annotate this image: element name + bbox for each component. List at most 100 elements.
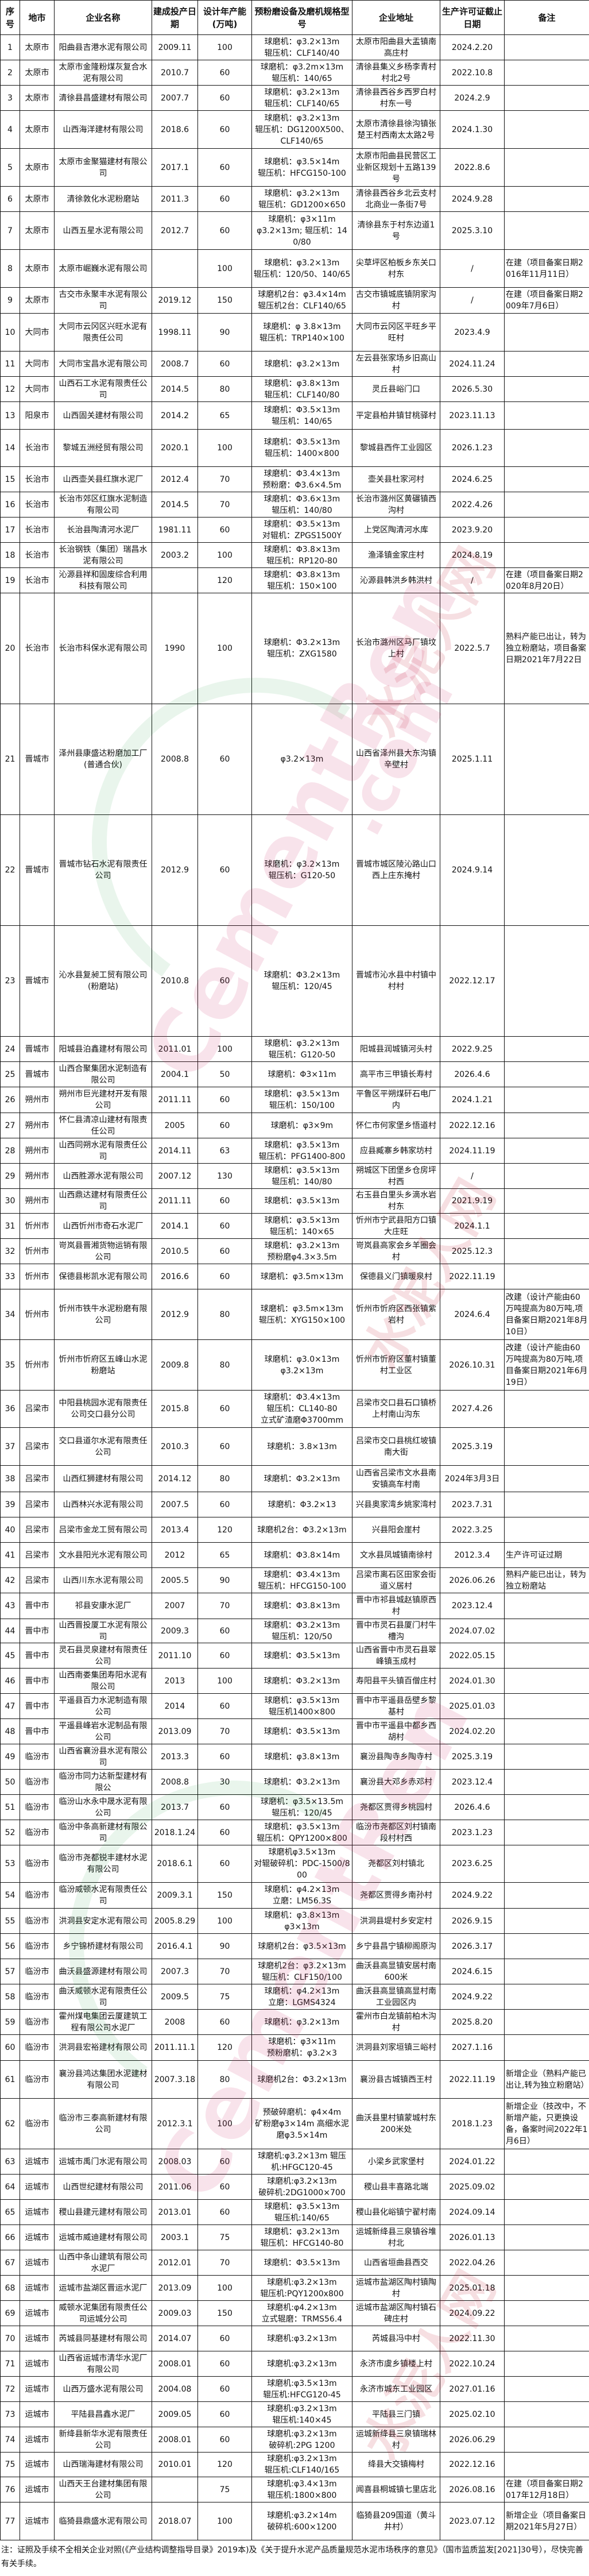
table-row: 74 运城市 新绛县新华水泥有限责任公司 2008.01 60 球磨机:φ3.2×13m … bbox=[0, 2427, 589, 2453]
seq-cell: 21 bbox=[0, 704, 20, 815]
table-row: 77 运城市 临猗县鼎盛水泥有限公司 2018.07 100 球磨机:φ3.2×14m 破… bbox=[0, 2502, 589, 2540]
city-cell: 大同市 bbox=[20, 313, 55, 352]
commission-date-cell: 2007.3 bbox=[152, 1959, 198, 1984]
commission-date-cell: 2007.3.18 bbox=[152, 2060, 198, 2099]
license-expiry-cell: 2024.1.21 bbox=[440, 1087, 505, 1113]
city-cell: 临汾市 bbox=[20, 1845, 55, 1883]
license-expiry-cell: 2025.12.3 bbox=[440, 1238, 505, 1264]
capacity-cell: 60 bbox=[197, 1087, 252, 1113]
table-row: 7 太原市 山西五星水泥有限公司 2012.7 60 球磨机：φ3×11m φ3.2×13… bbox=[0, 211, 589, 250]
table-row: 16 长治市 长治市郊区红旗水泥制造有限公司 2014.5 70 球磨机：Φ3.6×13m… bbox=[0, 492, 589, 517]
city-cell: 长治市 bbox=[20, 567, 55, 593]
address-cell: 晋中市平遥县岳壁乡黎基村 bbox=[352, 1693, 440, 1719]
commission-date-cell: 2018.6 bbox=[152, 110, 198, 149]
company-name-cell: 新绛县新华水泥有限责任公司 bbox=[54, 2427, 152, 2453]
address-cell: 沁源县韩洪乡韩洪村 bbox=[352, 567, 440, 593]
table-row: 2 太原市 太原市金隆粉煤灰复合水泥有限公司 2010.7 60 球磨机：φ3.2m×13… bbox=[0, 60, 589, 86]
equipment-cell: 球磨机：φ3.5×14m 辊压机：HFCG150-100 bbox=[251, 148, 352, 187]
seq-cell: 27 bbox=[0, 1113, 20, 1138]
company-name-cell: 山西省运城市清华水泥厂有限公司 bbox=[54, 2351, 152, 2377]
city-cell: 吕梁市 bbox=[20, 1492, 55, 1517]
equipment-cell: 球磨机:φ3.2×13m 辊压机:140×45 bbox=[251, 2401, 352, 2427]
commission-date-cell: 1990 bbox=[152, 593, 198, 704]
commission-date-cell: 2018.6.1 bbox=[152, 1845, 198, 1883]
city-cell: 晋中市 bbox=[20, 1619, 55, 1643]
column-header-address: 企业地址 bbox=[352, 0, 440, 35]
table-row: 60 临汾市 洪洞县宏裕建材有限公司 2011.11.1 120 球磨机：φ3×11m 预… bbox=[0, 2034, 589, 2061]
seq-cell: 60 bbox=[0, 2034, 20, 2061]
equipment-cell: 球磨机：φ3.5×13.5m 辊压机：120/45 bbox=[251, 1794, 352, 1820]
city-cell: 长治市 bbox=[20, 542, 55, 568]
remark-cell bbox=[504, 1619, 589, 1643]
commission-date-cell: 2009.03 bbox=[152, 2300, 198, 2326]
license-expiry-cell: 2024.1.1 bbox=[440, 1213, 505, 1239]
license-expiry-cell: 2026.4.6 bbox=[440, 1061, 505, 1087]
remark-cell: 新增企业（熟料产能已出让,转为独立粉磨站） bbox=[504, 2060, 589, 2099]
company-name-cell: 洪洞县安定水泥有限公司 bbox=[54, 1908, 152, 1934]
remark-cell bbox=[504, 1845, 589, 1883]
remark-cell bbox=[504, 1188, 589, 1214]
city-cell: 朔州市 bbox=[20, 1113, 55, 1138]
license-expiry-cell: 2026.06.29 bbox=[440, 2427, 505, 2453]
equipment-cell: 球磨机：φ4.2×13m 立磨：LM56.3S bbox=[251, 1882, 352, 1909]
commission-date-cell: 2009.3 bbox=[152, 1619, 198, 1643]
commission-date-cell: 2010.5 bbox=[152, 1238, 198, 1264]
seq-cell: 40 bbox=[0, 1517, 20, 1543]
seq-cell: 77 bbox=[0, 2502, 20, 2540]
seq-cell: 64 bbox=[0, 2174, 20, 2200]
equipment-cell: 球磨机：φ3.2×13m bbox=[251, 2009, 352, 2035]
remark-cell bbox=[504, 2174, 589, 2200]
capacity-cell: 30 bbox=[197, 1769, 252, 1795]
license-expiry-cell: 2022.12.16 bbox=[440, 1113, 505, 1138]
address-cell: 霍州市白龙镇前柏木沟村 bbox=[352, 2009, 440, 2035]
table-row: 76 运城市 山西天王台建材集团有限公司 75 球磨机:φ3.4×13m 辊压机:180… bbox=[0, 2477, 589, 2502]
license-expiry-cell: 2024.01.30 bbox=[440, 1668, 505, 1694]
company-name-cell: 平遥县峰岩水泥制品有限公司 bbox=[54, 1718, 152, 1744]
license-expiry-cell: 2024.8.19 bbox=[440, 542, 505, 568]
license-expiry-cell: 2027.4.26 bbox=[440, 1390, 505, 1428]
remark-cell: 在建（项目备案日期2009年7月6日） bbox=[504, 287, 589, 314]
table-row: 12 大同市 山西石工水泥有限责任公司 2014.5 80 球磨机：φ3.8×13m 辊压… bbox=[0, 376, 589, 402]
capacity-cell: 70 bbox=[197, 1593, 252, 1619]
remark-cell bbox=[504, 814, 589, 926]
table-row: 50 临汾市 临汾市同力达新型建材有限公 2008.8 30 球磨机：Φ3.2×13m 襄汾… bbox=[0, 1769, 589, 1795]
table-row: 62 临汾市 临汾市三泰高新建材有限公司 2012.3.1 100 预破碎磨机：φ4×4m… bbox=[0, 2098, 589, 2149]
company-name-cell: 沁源县祥和固废综合利用科技有限公司 bbox=[54, 567, 152, 593]
remark-cell bbox=[504, 85, 589, 111]
capacity-cell: 60 bbox=[197, 211, 252, 250]
capacity-cell: 70 bbox=[197, 1718, 252, 1744]
capacity-cell: 60 bbox=[197, 60, 252, 86]
address-cell: 晋中市平遥县中都乡西胡村 bbox=[352, 1718, 440, 1744]
equipment-cell: 球磨机：φ3.2×13m 辊压机：G120-50 bbox=[251, 814, 352, 926]
commission-date-cell: 2013 bbox=[152, 1668, 198, 1694]
company-name-cell: 怀仁县清凉山建材有限责任公司 bbox=[54, 1113, 152, 1138]
equipment-cell: 球磨机：φ3.2×13m 辊压机：GD1200×650 bbox=[251, 186, 352, 212]
equipment-cell: 球磨机：Φ3.5×13m 辊压机：1400×800 bbox=[251, 429, 352, 467]
license-expiry-cell: 2022.12.16 bbox=[440, 2452, 505, 2477]
equipment-cell: 球磨机2台：φ3.5×13m bbox=[251, 1933, 352, 1959]
address-cell: 应县臧寨乡韩家坊村 bbox=[352, 1138, 440, 1164]
capacity-cell: 80 bbox=[197, 1465, 252, 1492]
table-row: 17 长治市 长治县陶清河水泥厂 1981.11 60 球磨机：Φ3.5×13m 对辊机：… bbox=[0, 517, 589, 543]
table-row: 54 临汾市 临汾威顿水泥有限责任公司 2009.3.1 150 球磨机：φ4.2×13m… bbox=[0, 1882, 589, 1909]
commission-date-cell: 2008.03 bbox=[152, 2149, 198, 2175]
license-expiry-cell: 2025.3.19 bbox=[440, 1744, 505, 1770]
table-row: 63 运城市 运城市禹门水泥有限公司 2008.03 60 球磨机:φ3.2×13m 辊压… bbox=[0, 2149, 589, 2175]
seq-cell: 5 bbox=[0, 148, 20, 187]
table-row: 36 吕梁市 中阳县桃园水泥有限责任公司交口县分公司 2015.8 60 球磨机：Φ3.4… bbox=[0, 1390, 589, 1428]
seq-cell: 11 bbox=[0, 351, 20, 377]
company-name-cell: 泽州县康盛达粉磨加工厂(普通合伙) bbox=[54, 704, 152, 815]
equipment-cell: 球磨机：Φ3.5×13m bbox=[251, 1718, 352, 1744]
company-name-cell: 太原市金隆粉煤灰复合水泥有限公司 bbox=[54, 60, 152, 86]
seq-cell: 73 bbox=[0, 2401, 20, 2427]
commission-date-cell: 2012.9 bbox=[152, 1289, 198, 1340]
company-name-cell: 清徐敦化水泥粉磨站 bbox=[54, 186, 152, 212]
company-name-cell: 山西晋投厦工水泥有限公司 bbox=[54, 1619, 152, 1643]
commission-date-cell: 2004.08 bbox=[152, 2376, 198, 2402]
capacity-cell: 75 bbox=[197, 2224, 252, 2250]
license-expiry-cell: 2022.11.19 bbox=[440, 2060, 505, 2099]
commission-date-cell bbox=[152, 2477, 198, 2502]
remark-cell bbox=[504, 1908, 589, 1934]
company-name-cell: 临汾山水永中晟水泥有限公司 bbox=[54, 1794, 152, 1820]
commission-date-cell: 1998.11 bbox=[152, 313, 198, 352]
